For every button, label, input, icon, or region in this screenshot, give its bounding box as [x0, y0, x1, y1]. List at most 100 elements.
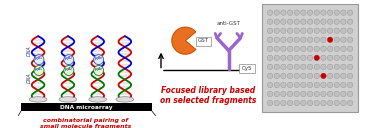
Circle shape — [281, 91, 286, 97]
Circle shape — [294, 55, 299, 61]
Circle shape — [274, 82, 279, 88]
Circle shape — [294, 28, 299, 33]
Circle shape — [294, 46, 299, 51]
Circle shape — [281, 73, 286, 79]
Circle shape — [341, 73, 346, 79]
Circle shape — [314, 55, 319, 61]
Circle shape — [281, 46, 286, 51]
Circle shape — [307, 37, 313, 42]
Circle shape — [64, 55, 74, 65]
Circle shape — [281, 28, 286, 33]
Text: DNA microarray: DNA microarray — [60, 105, 112, 110]
Circle shape — [301, 46, 306, 51]
Circle shape — [347, 64, 353, 70]
Circle shape — [281, 100, 286, 106]
Circle shape — [274, 37, 279, 42]
Circle shape — [327, 10, 333, 15]
Circle shape — [281, 82, 286, 88]
Circle shape — [281, 37, 286, 42]
Circle shape — [314, 91, 319, 97]
Circle shape — [287, 37, 293, 42]
Wedge shape — [172, 27, 196, 54]
Circle shape — [314, 73, 319, 79]
Text: combinatorial pairing of
small molecule fragments: combinatorial pairing of small molecule … — [40, 118, 132, 128]
Circle shape — [341, 19, 346, 24]
Circle shape — [281, 19, 286, 24]
Circle shape — [281, 64, 286, 70]
Bar — [21, 103, 152, 111]
Circle shape — [281, 10, 286, 15]
Circle shape — [341, 82, 346, 88]
Circle shape — [347, 10, 353, 15]
Circle shape — [327, 100, 333, 106]
Circle shape — [267, 100, 273, 106]
Circle shape — [321, 55, 326, 61]
Circle shape — [334, 100, 339, 106]
Text: DNA: DNA — [26, 45, 31, 56]
Circle shape — [327, 28, 333, 33]
Circle shape — [321, 64, 326, 70]
Text: GST: GST — [198, 38, 209, 43]
Circle shape — [327, 19, 333, 24]
Circle shape — [294, 37, 299, 42]
Circle shape — [274, 73, 279, 79]
Circle shape — [307, 46, 313, 51]
Circle shape — [281, 55, 286, 61]
Circle shape — [294, 64, 299, 70]
Circle shape — [307, 64, 313, 70]
Circle shape — [301, 19, 306, 24]
Circle shape — [301, 28, 306, 33]
Circle shape — [334, 82, 339, 88]
Ellipse shape — [116, 97, 134, 102]
Circle shape — [267, 91, 273, 97]
Text: $R^{B1}$: $R^{B1}$ — [34, 55, 43, 64]
Text: Cy5: Cy5 — [242, 66, 252, 71]
Circle shape — [307, 19, 313, 24]
Circle shape — [307, 82, 313, 88]
Circle shape — [274, 28, 279, 33]
Circle shape — [334, 37, 339, 42]
Circle shape — [341, 91, 346, 97]
Circle shape — [327, 37, 333, 42]
Circle shape — [347, 100, 353, 106]
Circle shape — [321, 100, 326, 106]
Circle shape — [294, 82, 299, 88]
Circle shape — [307, 73, 313, 79]
Circle shape — [347, 55, 353, 61]
Circle shape — [341, 100, 346, 106]
Circle shape — [341, 10, 346, 15]
Circle shape — [307, 28, 313, 33]
Circle shape — [287, 55, 293, 61]
Circle shape — [294, 100, 299, 106]
Circle shape — [321, 73, 326, 79]
Text: $R^{B2}$: $R^{B2}$ — [64, 55, 73, 64]
Circle shape — [301, 82, 306, 88]
Circle shape — [321, 37, 326, 42]
Circle shape — [341, 28, 346, 33]
Circle shape — [307, 91, 313, 97]
Circle shape — [334, 73, 339, 79]
Circle shape — [94, 55, 104, 65]
Circle shape — [274, 19, 279, 24]
Circle shape — [334, 28, 339, 33]
Circle shape — [321, 91, 326, 97]
Circle shape — [267, 55, 273, 61]
Circle shape — [287, 28, 293, 33]
FancyBboxPatch shape — [239, 64, 254, 73]
Circle shape — [347, 82, 353, 88]
Circle shape — [294, 19, 299, 24]
Circle shape — [274, 100, 279, 106]
Circle shape — [301, 37, 306, 42]
Circle shape — [314, 100, 319, 106]
Circle shape — [267, 37, 273, 42]
Circle shape — [274, 55, 279, 61]
Ellipse shape — [29, 97, 47, 102]
Circle shape — [341, 55, 346, 61]
Circle shape — [314, 19, 319, 24]
Circle shape — [347, 37, 353, 42]
Circle shape — [294, 10, 299, 15]
Text: anti-GST: anti-GST — [217, 21, 241, 26]
Circle shape — [287, 10, 293, 15]
Circle shape — [347, 73, 353, 79]
Circle shape — [301, 64, 306, 70]
